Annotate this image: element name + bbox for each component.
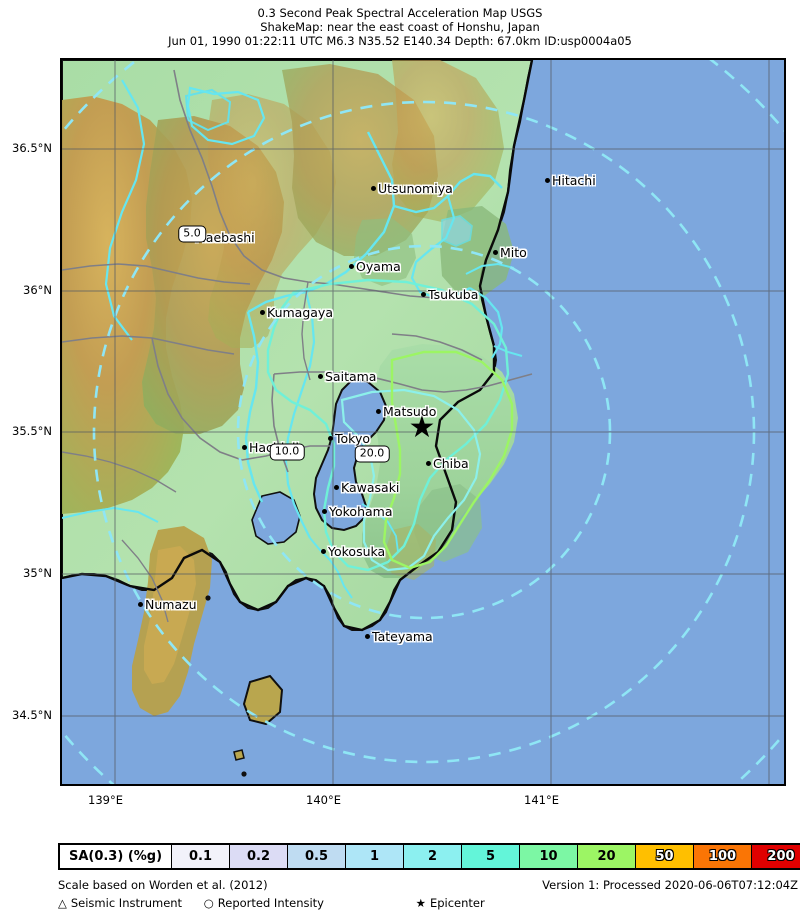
legend-cell-10: 10 — [520, 845, 578, 868]
reported-intensity-legend: ○ Reported Intensity — [204, 894, 324, 912]
legend-cell-2: 2 — [404, 845, 462, 868]
contour-label-10: 10.0 — [269, 443, 305, 461]
lon-tick-label: 140°E — [306, 793, 341, 807]
lon-tick-label: 139°E — [88, 793, 123, 807]
lat-tick-label: 35.5°N — [12, 424, 52, 438]
contour-label-5: 5.0 — [178, 225, 206, 243]
title-line-3: Jun 01, 1990 01:22:11 UTC M6.3 N35.52 E1… — [168, 34, 632, 48]
legend-cell-20: 20 — [578, 845, 636, 868]
legend-cell-0.5: 0.5 — [288, 845, 346, 868]
legend-cell-200: 200 — [752, 845, 800, 868]
title-line-2: ShakeMap: near the east coast of Honshu,… — [260, 20, 540, 34]
reported-intensity-label: Reported Intensity — [217, 896, 324, 910]
footer-row-2: △ Seismic Instrument ○ Reported Intensity … — [58, 894, 798, 912]
triangle-icon: △ — [58, 896, 67, 910]
lon-tick-label: 141°E — [524, 793, 559, 807]
legend-cell-0.2: 0.2 — [230, 845, 288, 868]
epicenter-legend: ★ Epicenter — [416, 894, 485, 912]
title-line-1: 0.3 Second Peak Spectral Acceleration Ma… — [257, 6, 543, 20]
lat-tick-label: 34.5°N — [12, 708, 52, 722]
version-text: Version 1: Processed 2020-06-06T07:12:04… — [542, 878, 798, 892]
legend-cell-100: 100 — [694, 845, 752, 868]
epicenter-label: Epicenter — [429, 896, 485, 910]
seismic-instrument-label: Seismic Instrument — [70, 896, 183, 910]
map-canvas[interactable]: Utsunomiya Hitachi Maebashi Mito Oyama T… — [60, 58, 786, 786]
intensity-legend: SA(0.3) (%g) 0.1 0.2 0.5 1 2 5 10 20 50 … — [58, 843, 800, 870]
map-title-block: 0.3 Second Peak Spectral Acceleration Ma… — [0, 0, 800, 48]
map-graphics — [62, 60, 784, 784]
contour-label-20: 20.0 — [354, 445, 390, 463]
legend-title: SA(0.3) (%g) — [60, 845, 172, 868]
legend-cell-1: 1 — [346, 845, 404, 868]
seismic-instrument-legend: △ Seismic Instrument — [58, 894, 182, 912]
lat-tick-label: 36.5°N — [12, 141, 52, 155]
lat-tick-label: 36°N — [23, 283, 52, 297]
legend-cell-5: 5 — [462, 845, 520, 868]
footer-row-1: Scale based on Worden et al. (2012) Vers… — [58, 876, 798, 894]
legend-cell-50: 50 — [636, 845, 694, 868]
footer: Scale based on Worden et al. (2012) Vers… — [58, 876, 798, 912]
lat-tick-label: 35°N — [23, 566, 52, 580]
legend-cell-0.1: 0.1 — [172, 845, 230, 868]
scale-credit: Scale based on Worden et al. (2012) — [58, 878, 268, 892]
circle-icon: ○ — [203, 896, 214, 910]
star-icon: ★ — [415, 896, 426, 910]
